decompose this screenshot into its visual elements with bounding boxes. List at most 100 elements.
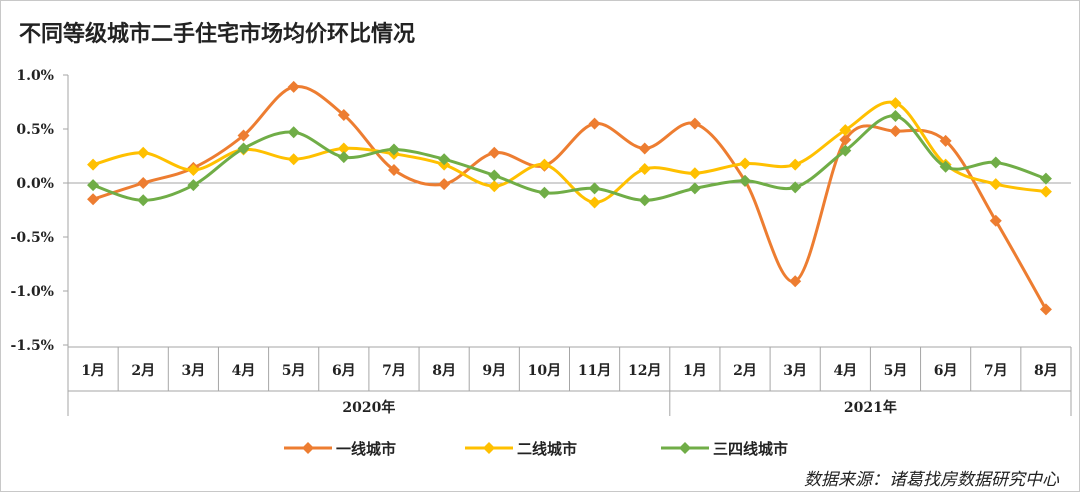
data-point bbox=[287, 126, 300, 139]
data-point bbox=[1039, 172, 1052, 185]
data-point bbox=[789, 275, 802, 288]
data-point bbox=[287, 153, 300, 166]
data-point bbox=[739, 157, 752, 170]
x-tick-label: 10月 bbox=[528, 363, 561, 379]
x-tick-label: 4月 bbox=[833, 363, 857, 379]
x-tick-label: 1月 bbox=[683, 363, 707, 379]
chart-title: 不同等级城市二手住宅市场均价环比情况 bbox=[19, 21, 415, 47]
x-tick-label: 5月 bbox=[282, 363, 306, 379]
y-tick-label: -1.0% bbox=[11, 284, 54, 300]
data-point bbox=[989, 178, 1002, 191]
data-point bbox=[889, 97, 902, 110]
data-point bbox=[337, 142, 350, 155]
data-point bbox=[237, 129, 250, 142]
legend-label: 一线城市 bbox=[336, 440, 396, 458]
data-point bbox=[337, 151, 350, 164]
data-point bbox=[939, 134, 952, 147]
x-tick-label: 2月 bbox=[131, 363, 155, 379]
legend-item: 一线城市 bbox=[284, 440, 396, 458]
data-point bbox=[688, 167, 701, 180]
x-tick-label: 1月 bbox=[81, 363, 105, 379]
year-label: 2021年 bbox=[844, 399, 897, 416]
x-tick-label: 6月 bbox=[332, 363, 356, 379]
x-tick-label: 8月 bbox=[1034, 363, 1058, 379]
data-point bbox=[839, 144, 852, 157]
data-point bbox=[287, 80, 300, 93]
data-point bbox=[638, 142, 651, 155]
data-point bbox=[1039, 303, 1052, 316]
data-point bbox=[588, 182, 601, 195]
data-point bbox=[137, 146, 150, 159]
x-tick-label: 12月 bbox=[628, 363, 661, 379]
y-tick-label: 1.0% bbox=[16, 68, 54, 84]
data-point bbox=[187, 164, 200, 177]
x-tick-label: 7月 bbox=[382, 363, 406, 379]
x-tick-label: 5月 bbox=[884, 363, 908, 379]
x-tick-label: 3月 bbox=[182, 363, 206, 379]
data-point bbox=[137, 194, 150, 207]
data-point bbox=[187, 179, 200, 192]
data-point bbox=[87, 179, 100, 192]
y-tick-label: -0.5% bbox=[11, 230, 54, 246]
series-1 bbox=[87, 80, 1052, 316]
data-point bbox=[87, 158, 100, 171]
legend-item: 二线城市 bbox=[465, 440, 577, 458]
data-point bbox=[488, 169, 501, 182]
year-label: 2020年 bbox=[342, 399, 395, 416]
series-layer bbox=[87, 80, 1052, 316]
legend: 一线城市 二线城市 三四线城市 bbox=[284, 440, 788, 458]
data-point bbox=[839, 124, 852, 137]
x-tick-label: 11月 bbox=[578, 363, 611, 379]
data-point bbox=[337, 108, 350, 121]
data-point bbox=[1039, 185, 1052, 198]
x-tick-label: 9月 bbox=[482, 363, 506, 379]
x-tick-label: 3月 bbox=[783, 363, 807, 379]
data-point bbox=[939, 160, 952, 173]
y-tick-label: 0.0% bbox=[16, 176, 54, 192]
legend-marker bbox=[679, 442, 691, 454]
data-point bbox=[789, 181, 802, 194]
data-point bbox=[237, 142, 250, 155]
data-point bbox=[588, 117, 601, 130]
x-tick-label: 2月 bbox=[733, 363, 757, 379]
legend-marker bbox=[302, 442, 314, 454]
data-point bbox=[739, 174, 752, 187]
data-point bbox=[538, 158, 551, 171]
data-point bbox=[387, 143, 400, 156]
series-2 bbox=[87, 97, 1052, 209]
x-tick-label: 8月 bbox=[432, 363, 456, 379]
data-point bbox=[538, 186, 551, 199]
data-point bbox=[638, 194, 651, 207]
data-source-note: 数据来源：诸葛找房数据研究中心 bbox=[804, 470, 1060, 490]
data-point bbox=[438, 178, 451, 191]
data-point bbox=[889, 110, 902, 123]
data-point bbox=[87, 193, 100, 206]
data-point bbox=[839, 133, 852, 146]
data-point bbox=[688, 182, 701, 195]
data-point bbox=[989, 214, 1002, 227]
data-point bbox=[889, 125, 902, 138]
x-tick-label: 7月 bbox=[984, 363, 1008, 379]
data-point bbox=[638, 162, 651, 175]
data-point bbox=[488, 146, 501, 159]
x-tick-label: 6月 bbox=[934, 363, 958, 379]
legend-label: 二线城市 bbox=[517, 440, 577, 458]
y-tick-label: 0.5% bbox=[16, 122, 54, 138]
data-point bbox=[387, 164, 400, 177]
y-tick-label: -1.5% bbox=[11, 338, 54, 354]
data-point bbox=[989, 156, 1002, 169]
series-3 bbox=[87, 110, 1052, 207]
data-point bbox=[789, 158, 802, 171]
data-point bbox=[488, 180, 501, 193]
data-point bbox=[688, 117, 701, 130]
data-point bbox=[137, 177, 150, 189]
legend-label: 三四线城市 bbox=[713, 440, 788, 458]
legend-item: 三四线城市 bbox=[661, 440, 788, 458]
data-point bbox=[588, 196, 601, 209]
x-tick-label: 4月 bbox=[232, 363, 256, 379]
series-line bbox=[92, 114, 1047, 202]
data-point bbox=[438, 153, 451, 166]
legend-marker bbox=[483, 442, 495, 454]
